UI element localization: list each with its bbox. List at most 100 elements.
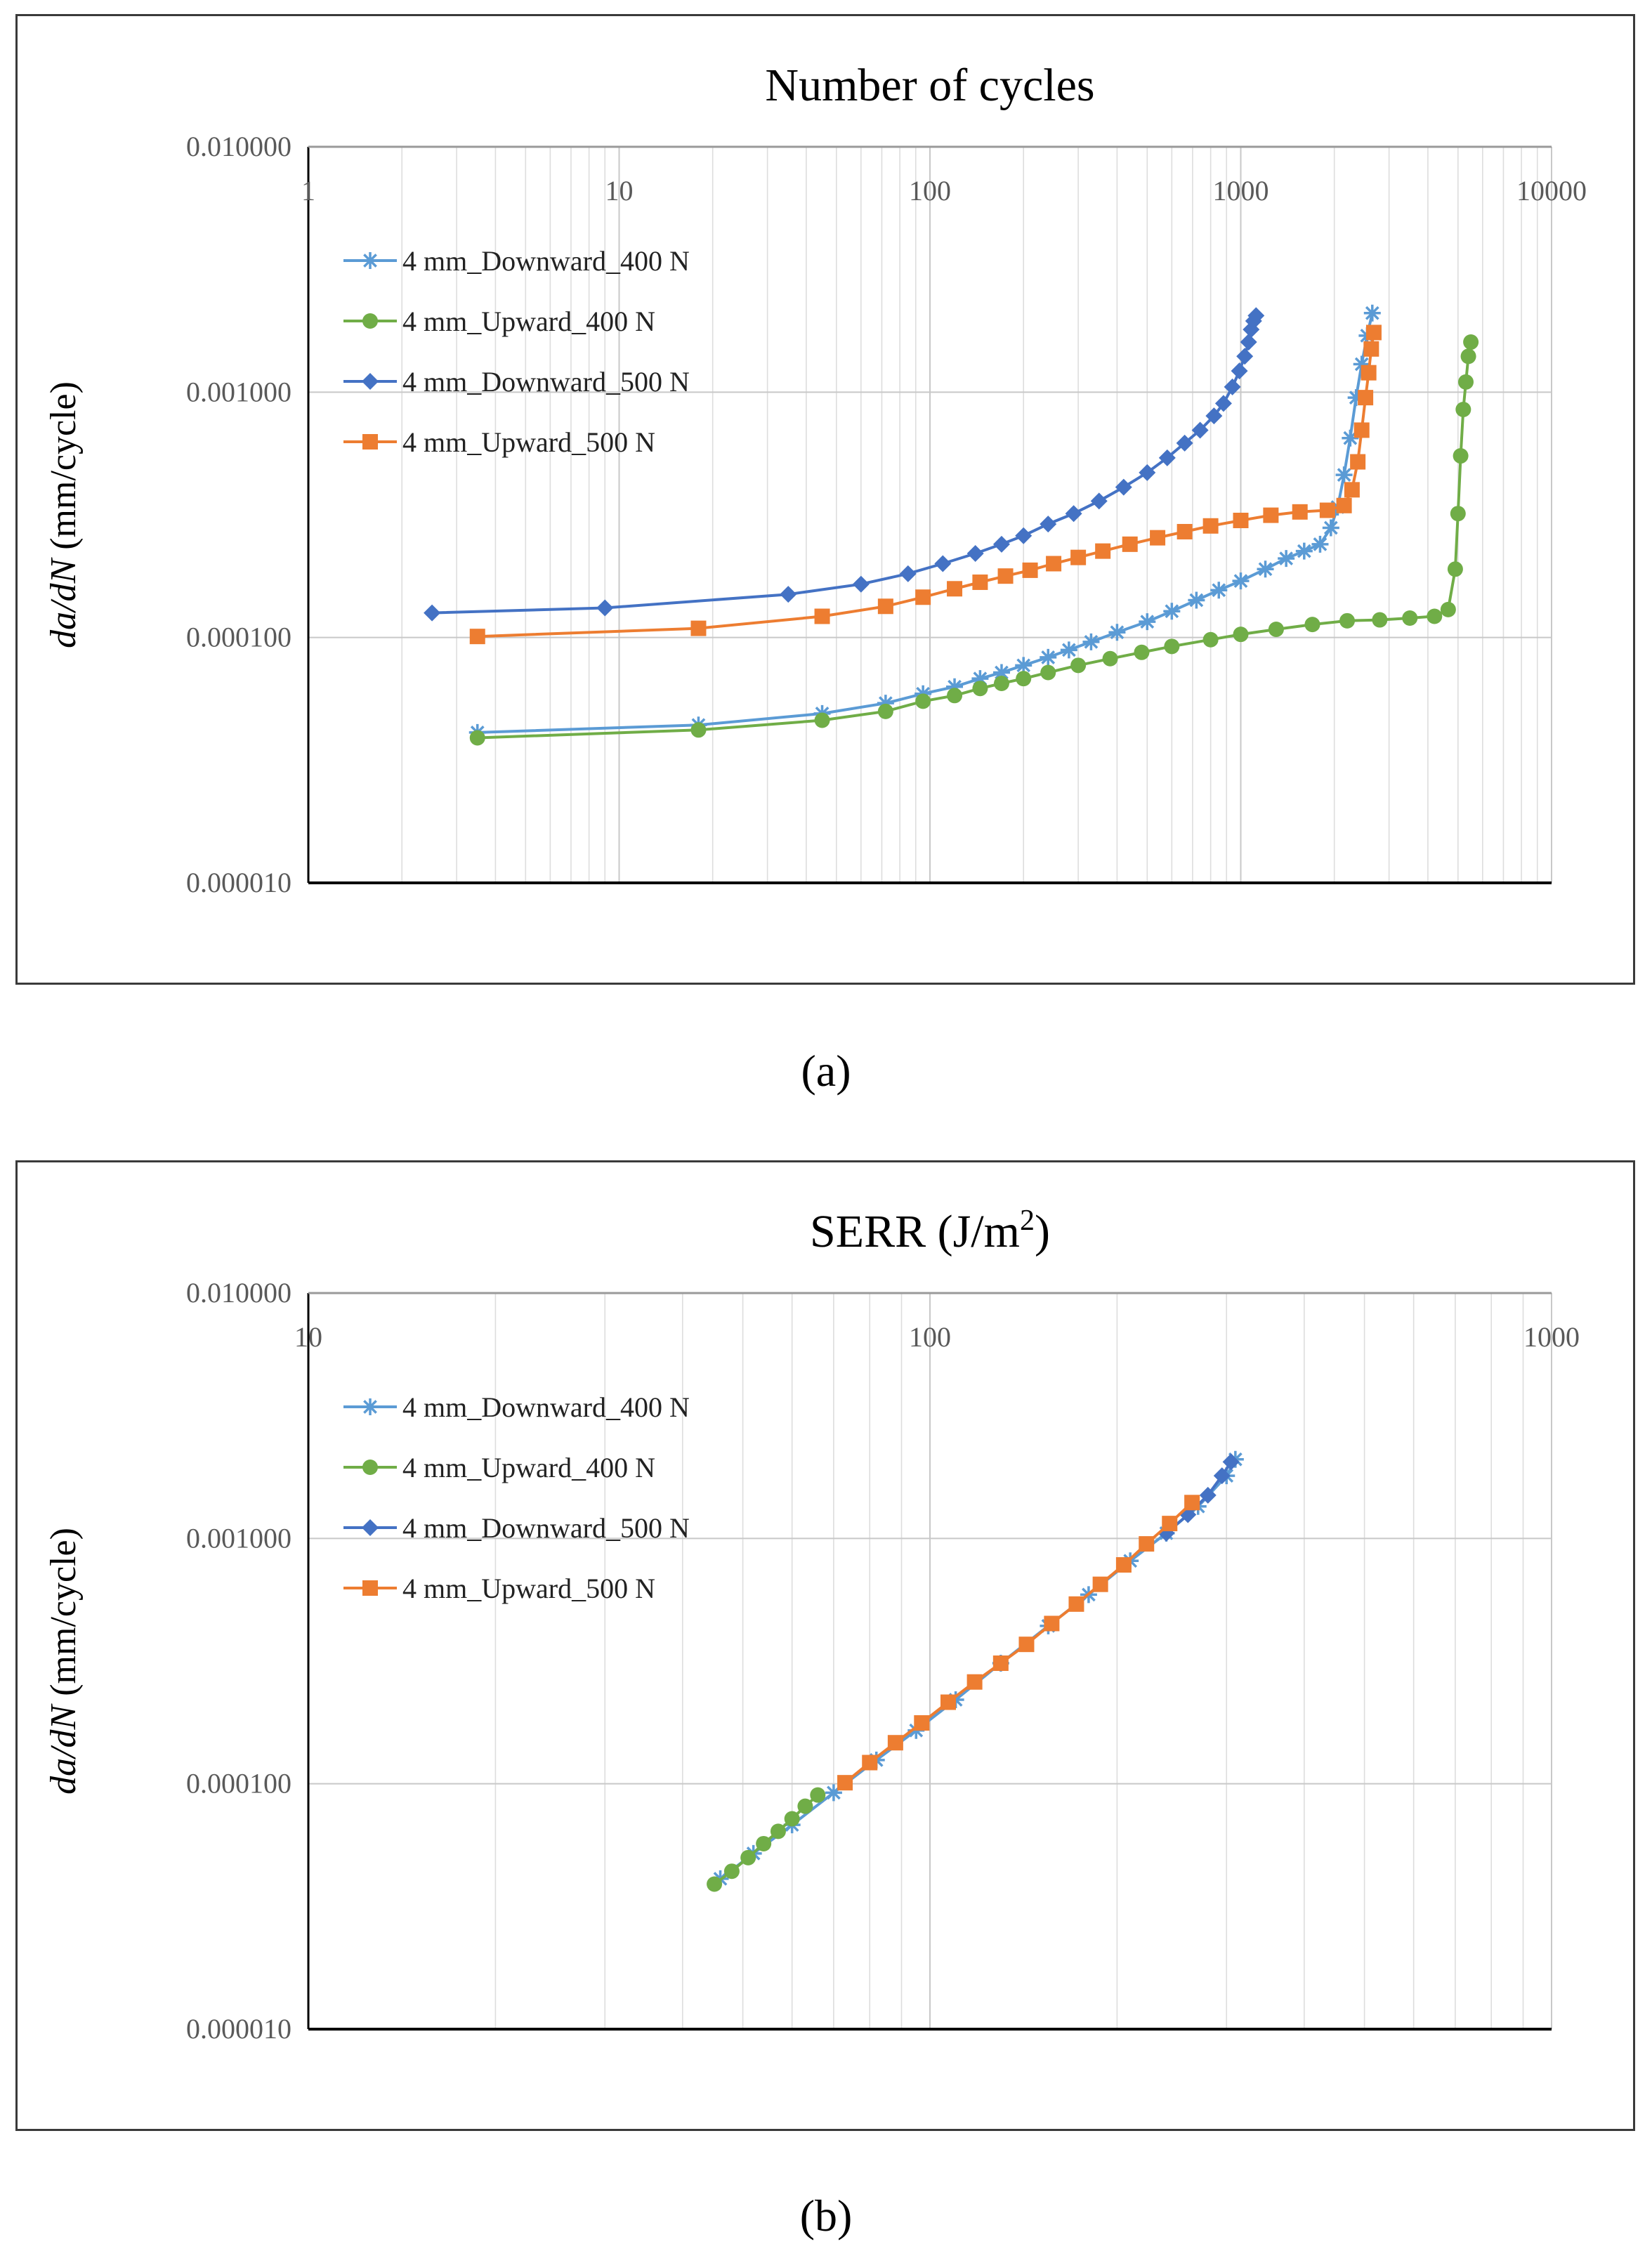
- y-axis-label-italic: da/dN: [44, 556, 84, 648]
- data-point: [1015, 657, 1032, 674]
- legend-label: 4 mm_Downward_400 N: [402, 1391, 690, 1423]
- data-point: [1070, 549, 1087, 565]
- data-point: [1065, 505, 1082, 523]
- data-point: [877, 695, 894, 712]
- data-point: [1108, 624, 1126, 641]
- data-point: [992, 535, 1010, 553]
- data-point: [940, 1694, 957, 1710]
- data-point: [810, 1787, 826, 1803]
- data-point: [947, 688, 963, 704]
- series-circle: [469, 334, 1479, 746]
- series-line: [432, 315, 1258, 615]
- data-point: [1199, 1486, 1217, 1504]
- data-point: [1460, 348, 1476, 365]
- data-point: [1139, 613, 1156, 631]
- y-tick-label: 0.000100: [186, 622, 291, 653]
- data-point: [887, 1735, 903, 1751]
- y-axis-label-unit: (mm/cycle): [44, 1528, 84, 1705]
- data-point: [1188, 591, 1205, 609]
- chart-a: Number of cycles 1 10 100 1000 10000 0.010000 0…: [44, 60, 1587, 898]
- data-point: [1292, 504, 1308, 520]
- legend-marker: [362, 1398, 379, 1415]
- legend-marker: [362, 252, 379, 269]
- legend-item: 4 mm_Downward_400 N: [343, 245, 690, 277]
- x-tick-label: 100: [909, 175, 951, 206]
- data-point: [966, 545, 984, 563]
- x-tick-label: 1: [301, 175, 315, 206]
- data-point: [1365, 324, 1382, 341]
- series-diamond: [1158, 1453, 1240, 1542]
- y-tick-label: 0.000010: [186, 2013, 291, 2045]
- data-point: [972, 681, 988, 697]
- data-point: [1210, 582, 1228, 599]
- data-point: [1158, 1524, 1175, 1542]
- legend-item: 4 mm_Downward_500 N: [343, 366, 690, 398]
- data-point: [1447, 561, 1463, 577]
- legend-label: 4 mm_Upward_400 N: [402, 1452, 655, 1483]
- legend: 4 mm_Downward_400 N 4 mm_Upward_400 N 4 mm…: [343, 1391, 690, 1604]
- data-point: [784, 1811, 800, 1827]
- data-point: [1040, 648, 1057, 666]
- caption-a: (a): [801, 1046, 851, 1096]
- data-point: [1233, 512, 1249, 528]
- data-point: [1319, 502, 1335, 518]
- data-point: [946, 678, 964, 695]
- data-point: [780, 586, 797, 603]
- data-point: [690, 722, 707, 738]
- legend-marker: [362, 1519, 379, 1536]
- data-point: [934, 555, 952, 572]
- legend-item: 4 mm_Upward_400 N: [343, 1452, 655, 1483]
- legend: 4 mm_Downward_400 N 4 mm_Upward_400 N 4 mm…: [343, 245, 690, 458]
- data-point: [1304, 617, 1320, 633]
- data-point: [1191, 421, 1209, 439]
- legend-item: 4 mm_Upward_400 N: [343, 306, 655, 337]
- legend-item: 4 mm_Downward_400 N: [343, 1391, 690, 1423]
- data-point: [915, 589, 931, 605]
- data-point: [1139, 1536, 1155, 1552]
- data-point: [1184, 1495, 1200, 1511]
- data-point: [1176, 434, 1193, 452]
- data-point: [1022, 562, 1038, 578]
- data-point: [1162, 1516, 1178, 1532]
- data-point: [1268, 621, 1284, 637]
- chart-title: Number of cycles: [765, 60, 1094, 111]
- data-point: [1344, 482, 1360, 498]
- data-point: [1046, 556, 1062, 572]
- data-point: [877, 598, 893, 615]
- data-point: [1322, 519, 1339, 537]
- data-point: [1247, 307, 1265, 324]
- data-point: [1339, 612, 1356, 629]
- data-point: [997, 568, 1014, 584]
- data-point: [825, 1784, 842, 1802]
- legend-marker: [362, 313, 378, 329]
- data-point: [596, 599, 614, 617]
- legend-label: 4 mm_Downward_500 N: [402, 366, 690, 398]
- data-point: [993, 676, 1009, 692]
- data-point: [1163, 603, 1181, 620]
- data-point: [1336, 497, 1352, 513]
- data-point: [1090, 492, 1108, 510]
- data-point: [1015, 527, 1032, 544]
- data-point: [424, 604, 441, 622]
- data-point: [1440, 601, 1456, 617]
- legend-label: 4 mm_Downward_500 N: [402, 1512, 690, 1544]
- data-point: [947, 581, 963, 597]
- y-axis-label-unit: (mm/cycle): [44, 381, 84, 559]
- data-point: [1070, 657, 1087, 674]
- series-circle: [707, 1787, 826, 1892]
- data-point: [1427, 608, 1443, 624]
- data-point: [1222, 1453, 1240, 1471]
- data-point: [915, 693, 931, 709]
- y-tick-label: 0.000100: [186, 1768, 291, 1799]
- legend-label: 4 mm_Downward_400 N: [402, 245, 690, 277]
- data-point: [1295, 542, 1313, 560]
- data-point: [814, 608, 830, 624]
- data-point: [1202, 631, 1219, 648]
- legend-marker: [362, 1580, 378, 1596]
- legend-label: 4 mm_Upward_400 N: [402, 306, 655, 337]
- series-diamond: [424, 307, 1265, 622]
- chart-title-main: Number of cycles: [765, 60, 1094, 111]
- y-tick-label: 0.010000: [186, 1277, 291, 1309]
- data-point: [1092, 1576, 1108, 1592]
- data-point: [1122, 536, 1138, 552]
